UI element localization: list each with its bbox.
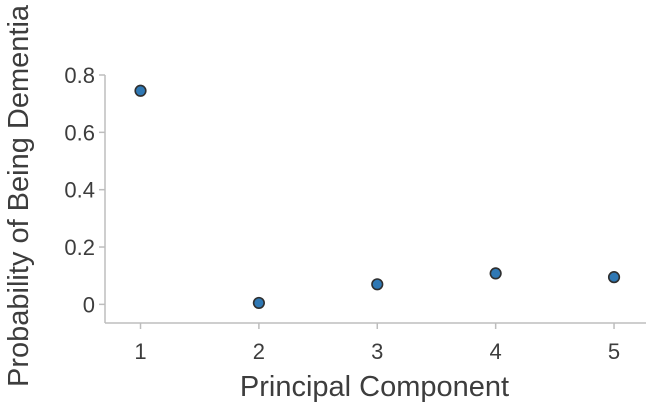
y-axis-title: Probability of Being Dementia [3,4,35,387]
x-tick-label: 1 [134,339,146,364]
plot-area: 0 0.2 0.4 0.6 0.8 1 2 3 4 5 [64,63,646,364]
y-tick-label: 0.2 [64,235,95,260]
x-tick-label: 3 [371,339,383,364]
y-tick-label: 0.8 [64,63,95,88]
y-tick-label: 0 [83,292,95,317]
data-point [252,296,265,310]
x-tick-label: 5 [608,339,620,364]
x-tick-label: 4 [490,339,502,364]
y-axis-ticks: 0 0.2 0.4 0.6 0.8 [64,63,105,317]
data-points [134,84,621,310]
data-point [134,84,147,97]
data-point [371,278,384,291]
x-axis-ticks: 1 2 3 4 5 [134,323,620,364]
y-tick-label: 0.4 [64,178,95,203]
y-tick-label: 0.6 [64,120,95,145]
data-point [489,267,502,280]
data-point [607,271,621,284]
x-tick-label: 2 [253,339,265,364]
x-axis-title: Principal Component [240,371,509,402]
